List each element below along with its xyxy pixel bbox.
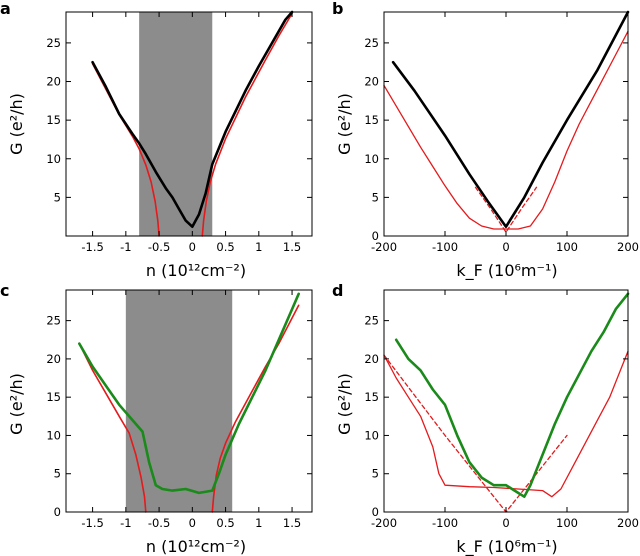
x-tick-label-d-2: 0 bbox=[502, 516, 509, 530]
plot-area-d: -200 -100 0 100 200 0 5 10 15 20 25 bbox=[364, 289, 639, 530]
y-tick-label-b-1: 5 bbox=[372, 190, 379, 204]
x-tick-label-c-0: -1.5 bbox=[81, 516, 103, 530]
x-tick-label-a-0: -1.5 bbox=[81, 240, 103, 254]
x-tick-label-b-2: 0 bbox=[502, 240, 509, 254]
x-axis-label-a: n (10¹²cm⁻²) bbox=[146, 261, 246, 280]
x-tick-label-a-2: -0.5 bbox=[148, 240, 170, 254]
y-tick-label-b-0: 0 bbox=[372, 229, 379, 243]
y-axis-label-c: G (e²/h) bbox=[7, 373, 26, 435]
x-axis-label-b: k_F (10⁶m⁻¹) bbox=[456, 261, 557, 281]
data-line-c-0 bbox=[78, 292, 301, 495]
x-tick-label-b-4: 200 bbox=[617, 240, 639, 254]
data-line-a-0 bbox=[91, 10, 294, 228]
plot-area-a: -1.5 -1 -0.5 0 0.5 1 1.5 5 10 15 20 25 bbox=[46, 10, 313, 254]
y-tick-label-c-1: 5 bbox=[54, 467, 61, 481]
shaded-region-c bbox=[125, 290, 233, 512]
x-tick-label-d-1: -100 bbox=[432, 516, 458, 530]
y-axis-label-b: G (e²/h) bbox=[335, 93, 354, 155]
y-tick-label-d-3: 15 bbox=[364, 390, 379, 404]
x-tick-label-c-2: -0.5 bbox=[148, 516, 170, 530]
x-tick-label-c-6: 1.5 bbox=[283, 516, 301, 530]
y-tick-label-b-4: 20 bbox=[364, 75, 379, 89]
y-axis-label-a: G (e²/h) bbox=[7, 93, 26, 155]
panel-d: d G (e²/h) k_F (10⁶m⁻¹) -200 -100 0 100 200 0… bbox=[332, 281, 639, 556]
panel-c: c G (e²/h) n (10¹²cm⁻²) -1.5 -1 -0.5 0 0.5 1 1… bbox=[0, 281, 313, 556]
plot-frame-b bbox=[383, 11, 629, 237]
panel-label-a: a bbox=[0, 0, 11, 18]
y-tick-label-a-3: 20 bbox=[46, 75, 61, 89]
dirac-fit-line-d-2 bbox=[383, 354, 568, 513]
y-tick-label-d-2: 10 bbox=[364, 428, 379, 442]
y-tick-label-a-2: 15 bbox=[46, 113, 61, 127]
panel-label-d: d bbox=[332, 281, 343, 300]
shaded-region-a bbox=[139, 12, 213, 236]
y-tick-label-a-1: 10 bbox=[46, 152, 61, 166]
x-tick-label-a-3: 0 bbox=[189, 240, 196, 254]
panel-label-c: c bbox=[0, 281, 9, 300]
panel-b: b G (e²/h) k_F (10⁶m⁻¹) -200 -100 0 100 200 0… bbox=[332, 0, 639, 281]
y-tick-label-d-4: 20 bbox=[364, 352, 379, 366]
y-tick-label-c-2: 10 bbox=[46, 428, 61, 442]
plot-frame-c bbox=[65, 289, 313, 513]
x-tick-label-c-5: 1 bbox=[255, 516, 262, 530]
shifted-line-d-1 bbox=[383, 350, 629, 498]
y-tick-label-c-3: 15 bbox=[46, 390, 61, 404]
y-tick-label-d-1: 5 bbox=[372, 467, 379, 481]
y-tick-label-a-0: 5 bbox=[54, 190, 61, 204]
fit-line-a-2 bbox=[201, 12, 293, 237]
x-tick-label-b-3: 100 bbox=[556, 240, 578, 254]
data-line-d-0 bbox=[394, 292, 630, 499]
x-tick-label-a-6: 1.5 bbox=[283, 240, 301, 254]
dirac-fit-line-b-2 bbox=[474, 186, 538, 233]
x-axis-label-c: n (10¹²cm⁻²) bbox=[146, 537, 246, 556]
x-tick-label-b-1: -100 bbox=[432, 240, 458, 254]
x-axis-label-d: k_F (10⁶m⁻¹) bbox=[456, 537, 557, 556]
fit-line-c-1 bbox=[78, 342, 147, 513]
x-tick-label-d-3: 100 bbox=[556, 516, 578, 530]
y-tick-label-b-5: 25 bbox=[364, 36, 379, 50]
x-tick-label-d-0: -200 bbox=[371, 516, 397, 530]
x-tick-label-d-4: 200 bbox=[617, 516, 639, 530]
y-tick-label-a-4: 25 bbox=[46, 36, 61, 50]
plot-frame-a bbox=[65, 11, 313, 237]
y-tick-label-d-5: 25 bbox=[364, 314, 379, 328]
y-axis-label-d: G (e²/h) bbox=[335, 373, 354, 435]
x-tick-label-c-4: 0.5 bbox=[216, 516, 234, 530]
x-tick-label-b-0: -200 bbox=[371, 240, 397, 254]
plot-area-c: -1.5 -1 -0.5 0 0.5 1 1.5 0 5 10 15 20 25 bbox=[46, 289, 313, 530]
x-tick-label-a-5: 1 bbox=[255, 240, 262, 254]
x-tick-label-a-4: 0.5 bbox=[216, 240, 234, 254]
y-tick-label-d-0: 0 bbox=[372, 505, 379, 519]
y-tick-label-c-0: 0 bbox=[54, 505, 61, 519]
y-tick-label-b-2: 10 bbox=[364, 152, 379, 166]
data-line-b-0 bbox=[391, 10, 630, 228]
y-tick-label-c-5: 25 bbox=[46, 314, 61, 328]
panel-a: a G (e²/h) n (10¹²cm⁻²) -1.5 -1 -0.5 0 0.5 1 1… bbox=[0, 0, 313, 280]
x-tick-label-c-3: 0 bbox=[189, 516, 196, 530]
y-tick-label-b-3: 15 bbox=[364, 113, 379, 127]
x-tick-label-c-1: -1 bbox=[120, 516, 131, 530]
x-tick-label-a-1: -1 bbox=[120, 240, 131, 254]
plot-area-b: -200 -100 0 100 200 0 5 10 15 20 25 bbox=[364, 10, 639, 254]
panel-label-b: b bbox=[332, 0, 343, 18]
plot-frame-d bbox=[383, 289, 629, 513]
shifted-line-b-1 bbox=[383, 30, 629, 230]
y-tick-label-c-4: 20 bbox=[46, 352, 61, 366]
